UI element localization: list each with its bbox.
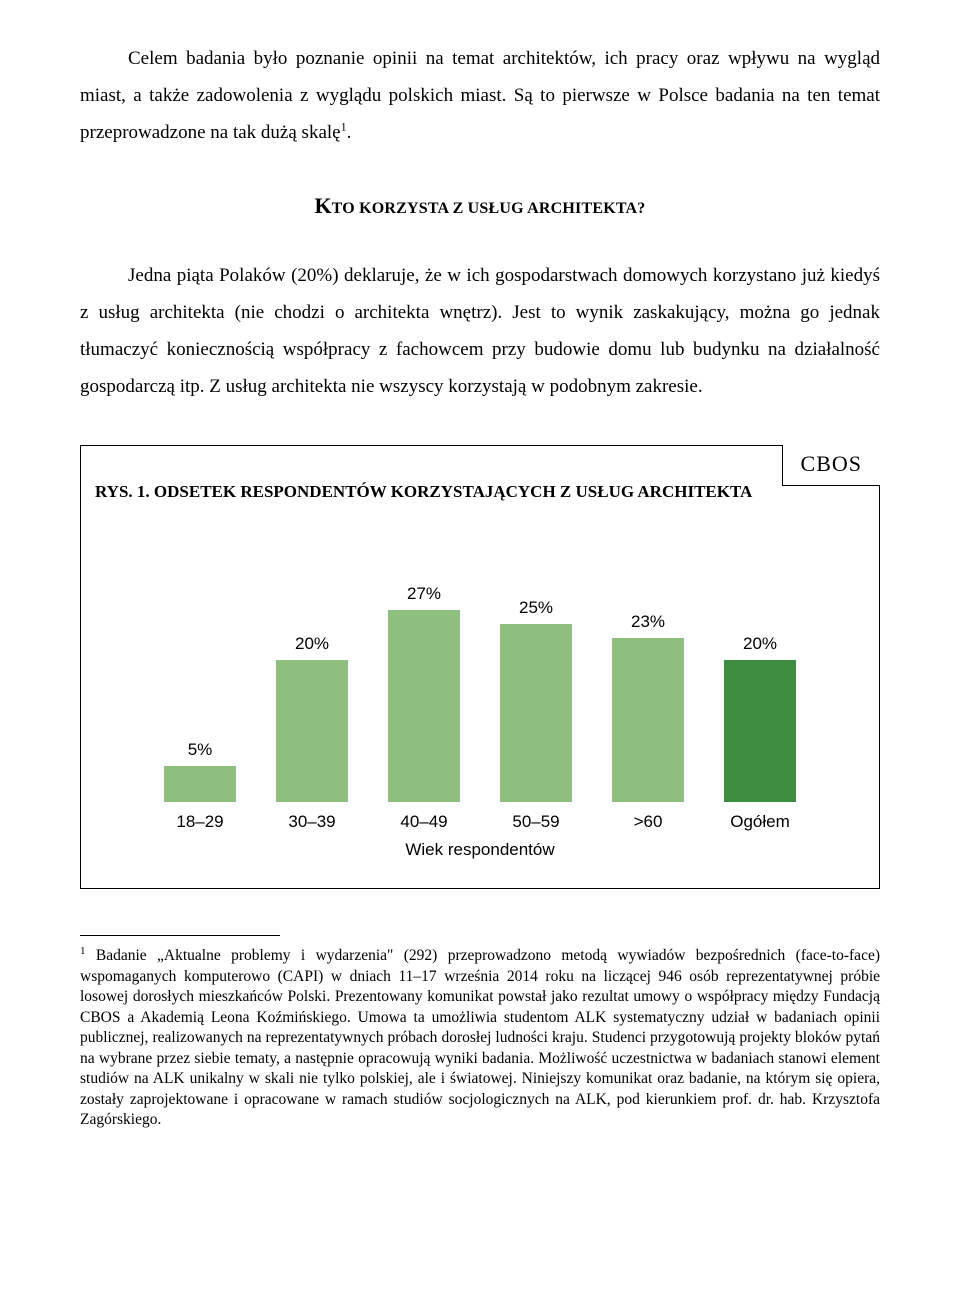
- bar: [164, 766, 236, 802]
- bar: [276, 660, 348, 802]
- body-text: Jedna piąta Polaków (20%) deklaruje, że …: [80, 265, 880, 397]
- bar-group: 20%: [724, 634, 796, 802]
- bar-value-label: 23%: [631, 612, 665, 632]
- heading-rest: TO KORZYSTA Z USŁUG ARCHITEKTA?: [332, 200, 646, 217]
- bar-group: 5%: [164, 740, 236, 802]
- bar-value-label: 25%: [519, 598, 553, 618]
- intro-text: Celem badania było poznanie opinii na te…: [80, 48, 880, 143]
- footnote-text: Badanie „Aktualne problemy i wydarzenia"…: [80, 947, 880, 1128]
- bar: [724, 660, 796, 802]
- figure-title: RYS. 1. ODSETEK RESPONDENTÓW KORZYSTAJĄC…: [95, 482, 752, 502]
- figure-header: RYS. 1. ODSETEK RESPONDENTÓW KORZYSTAJĄC…: [81, 446, 879, 502]
- x-axis-label: 30–39: [276, 812, 348, 832]
- bar-value-label: 20%: [743, 634, 777, 654]
- footnote-paragraph: 1 Badanie „Aktualne problemy i wydarzeni…: [80, 946, 880, 1130]
- bar: [500, 624, 572, 802]
- bar: [612, 638, 684, 802]
- bar-group: 25%: [500, 598, 572, 802]
- figure-container: CBOS RYS. 1. ODSETEK RESPONDENTÓW KORZYS…: [80, 445, 880, 889]
- x-axis-label: 18–29: [164, 812, 236, 832]
- heading-first-letter: K: [315, 193, 332, 218]
- intro-after: .: [347, 122, 352, 143]
- bar-value-label: 5%: [188, 740, 213, 760]
- x-axis-label: >60: [612, 812, 684, 832]
- x-axis-labels: 18–29 30–39 40–49 50–59 >60 Ogółem: [121, 812, 839, 832]
- x-axis-caption: Wiek respondentów: [121, 840, 839, 860]
- body-paragraph: Jedna piąta Polaków (20%) deklaruje, że …: [80, 257, 880, 405]
- bar-value-label: 20%: [295, 634, 329, 654]
- footnote-rule: [80, 935, 280, 936]
- chart-wrap: 5% 20% 27% 25% 23% 20% 18–29 30–39 40–49 50–59 >6…: [81, 502, 879, 888]
- intro-paragraph: Celem badania było poznanie opinii na te…: [80, 40, 880, 151]
- bar-chart: 5% 20% 27% 25% 23% 20%: [121, 552, 839, 802]
- x-axis-label: 40–49: [388, 812, 460, 832]
- bar-group: 23%: [612, 612, 684, 802]
- cbos-badge: CBOS: [782, 445, 880, 486]
- x-axis-label: Ogółem: [724, 812, 796, 832]
- section-heading: KTO KORZYSTA Z USŁUG ARCHITEKTA?: [80, 193, 880, 219]
- bar: [388, 610, 460, 802]
- bar-group: 20%: [276, 634, 348, 802]
- bar-value-label: 27%: [407, 584, 441, 604]
- x-axis-label: 50–59: [500, 812, 572, 832]
- bar-group: 27%: [388, 584, 460, 802]
